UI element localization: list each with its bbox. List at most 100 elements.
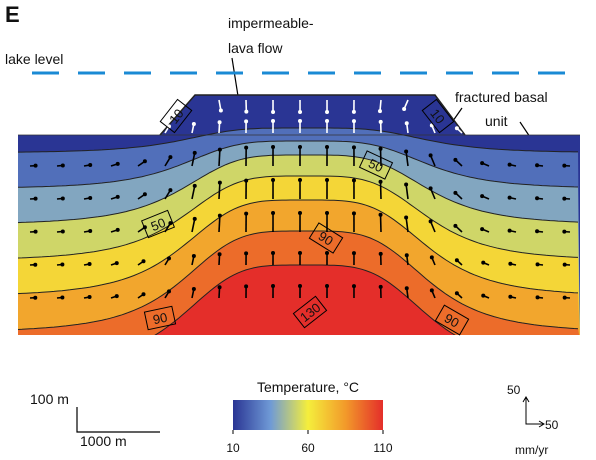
- velocity-arrow-head: [244, 146, 248, 150]
- velocity-arrow-head: [562, 230, 566, 234]
- velocity-arrow-head: [379, 180, 383, 184]
- contour-label-text: 90: [151, 310, 168, 328]
- velocity-arrow-head: [271, 145, 275, 149]
- velocity-arrow-head: [192, 287, 196, 291]
- velocity-arrow: [219, 183, 220, 199]
- velocity-arrow-head: [61, 229, 65, 233]
- velocity-arrow-head: [429, 153, 433, 157]
- velocity-arrow-head: [298, 178, 302, 182]
- velocity-arrow-head: [60, 262, 64, 266]
- velocity-arrow-head: [508, 295, 512, 299]
- velocity-arrow-head: [116, 195, 120, 199]
- velocity-arrow-head: [352, 284, 356, 288]
- scale-label: 100 m: [30, 391, 69, 407]
- velocity-arrow-head: [61, 163, 65, 167]
- velocity-arrow-head: [405, 253, 409, 257]
- velocity-arrow-head: [455, 126, 459, 130]
- velocity-arrow-head: [325, 145, 329, 149]
- velocity-arrow: [219, 216, 220, 232]
- colorbar-tick-label: 110: [373, 441, 392, 455]
- velocity-arrow-head: [116, 228, 120, 232]
- scale-label: 1000 m: [80, 433, 127, 449]
- velocity-arrow-head: [562, 164, 566, 168]
- velocity-arrow-head: [168, 188, 172, 192]
- velocity-arrow-head: [480, 161, 484, 165]
- velocity-arrow-head: [115, 261, 119, 265]
- velocity-scale-label: 50: [507, 383, 521, 397]
- velocity-arrow-head: [33, 263, 37, 267]
- annotation: fractured basal: [455, 89, 548, 105]
- velocity-arrow-head: [379, 285, 383, 289]
- velocity-arrow-head: [271, 178, 275, 182]
- velocity-arrow-head: [88, 295, 92, 299]
- velocity-arrow-head: [218, 285, 222, 289]
- velocity-arrow-head: [536, 262, 540, 266]
- velocity-arrow-head: [244, 119, 248, 123]
- velocity-arrow-head: [298, 110, 302, 114]
- velocity-arrow-head: [508, 196, 512, 200]
- velocity-arrow-head: [480, 194, 484, 198]
- velocity-arrow-head: [429, 186, 433, 190]
- velocity-arrow-head: [352, 251, 356, 255]
- velocity-arrow-head: [405, 286, 409, 290]
- figure: E impermeable- lava flow lake level frac…: [0, 0, 596, 460]
- velocity-arrow: [219, 150, 220, 166]
- velocity-arrow-head: [298, 119, 302, 123]
- velocity-arrow-head: [325, 284, 329, 288]
- velocity-arrow-head: [218, 214, 222, 218]
- velocity-arrow-head: [379, 120, 383, 124]
- velocity-arrow-head: [430, 288, 434, 292]
- velocity-arrow-head: [379, 252, 383, 256]
- velocity-arrow-head: [192, 254, 196, 258]
- velocity-arrow-head: [271, 284, 275, 288]
- velocity-arrow-head: [88, 163, 92, 167]
- velocity-arrow-head: [563, 296, 567, 300]
- velocity-arrow-head: [88, 262, 92, 266]
- colorbar-tick-label: 60: [301, 441, 315, 455]
- velocity-arrow-head: [352, 119, 356, 123]
- velocity-arrow-head: [325, 178, 329, 182]
- velocity-arrow-head: [218, 120, 222, 124]
- velocity-arrow-head: [481, 294, 485, 298]
- velocity-arrow-head: [325, 251, 329, 255]
- velocity-arrow-head: [508, 229, 512, 233]
- velocity-arrow-head: [167, 289, 171, 293]
- velocity-arrow-head: [115, 294, 119, 298]
- velocity-arrow-head: [402, 107, 406, 111]
- velocity-arrow-head: [404, 183, 408, 187]
- velocity-arrow-head: [352, 211, 356, 215]
- annotation: impermeable-: [228, 15, 314, 31]
- velocity-arrow-head: [88, 196, 92, 200]
- velocity-arrow-head: [193, 217, 197, 221]
- velocity-arrow-head: [219, 109, 223, 113]
- velocity-arrow-head: [563, 263, 567, 267]
- velocity-scale-unit: mm/yr: [515, 443, 548, 457]
- velocity-arrow-head: [429, 219, 433, 223]
- colorbar-title: Temperature, °C: [257, 379, 359, 395]
- velocity-arrow-head: [271, 211, 275, 215]
- velocity-arrow-head: [271, 110, 275, 114]
- velocity-arrow-head: [244, 179, 248, 183]
- scale-bar: [77, 407, 160, 432]
- velocity-arrow-head: [33, 296, 37, 300]
- velocity-arrow-head: [536, 295, 540, 299]
- velocity-arrow-head: [562, 197, 566, 201]
- velocity-scale-arrows: [523, 397, 544, 427]
- velocity-arrow-head: [379, 213, 383, 217]
- annotation: lake level: [5, 51, 63, 67]
- velocity-arrow-head: [244, 212, 248, 216]
- velocity-arrow-head: [455, 258, 459, 262]
- velocity-arrow-head: [218, 252, 222, 256]
- velocity-arrow-head: [244, 284, 248, 288]
- velocity-arrow-head: [325, 119, 329, 123]
- velocity-arrow-head: [378, 109, 382, 113]
- velocity-arrow-head: [535, 196, 539, 200]
- velocity-arrow-head: [60, 295, 64, 299]
- velocity-arrow-head: [430, 255, 434, 259]
- annotation: lava flow: [228, 40, 283, 56]
- velocity-arrow-head: [535, 229, 539, 233]
- velocity-arrow-head: [61, 196, 65, 200]
- velocity-arrow-head: [379, 147, 383, 151]
- velocity-arrow-head: [193, 151, 197, 155]
- velocity-arrow-head: [142, 259, 146, 263]
